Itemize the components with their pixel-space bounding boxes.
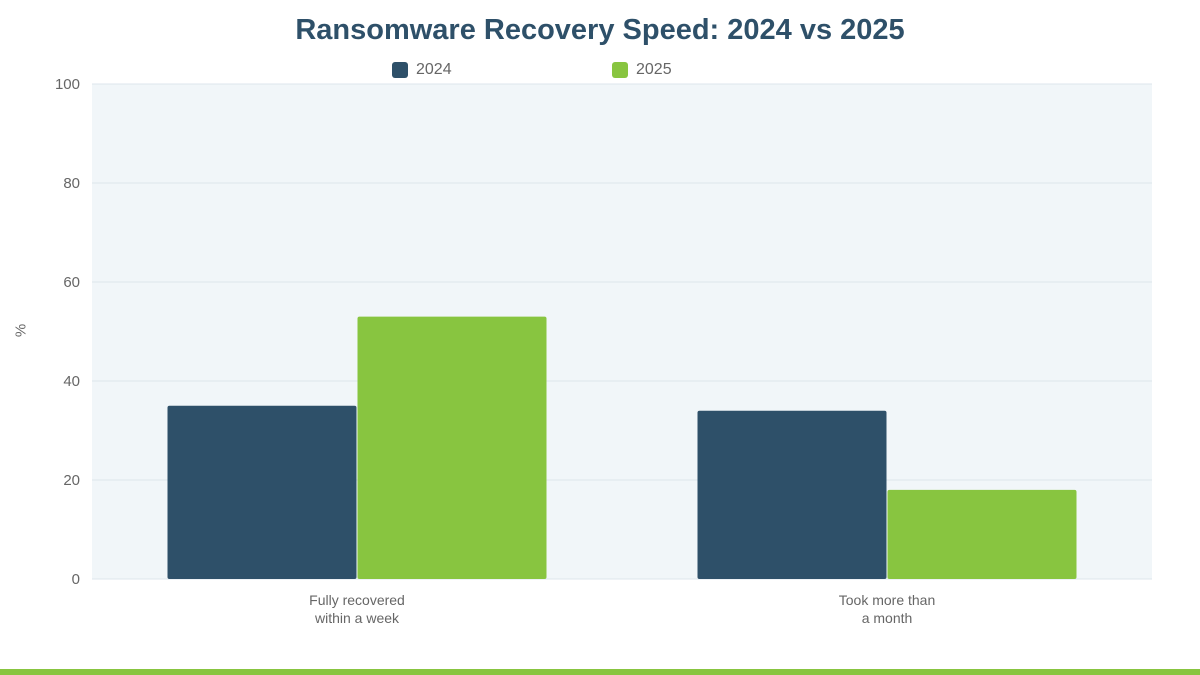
legend-item-2025: 2025 xyxy=(612,60,672,80)
y-tick-label: 20 xyxy=(63,472,80,489)
legend-swatch-2025 xyxy=(612,62,628,78)
x-category-label: a month xyxy=(862,610,913,626)
x-category-label: Took more than xyxy=(839,592,936,608)
bar-2025-1 xyxy=(887,489,1077,579)
y-tick-label: 60 xyxy=(63,274,80,291)
y-tick-label: 0 xyxy=(72,571,80,588)
chart-title: Ransomware Recovery Speed: 2024 vs 2025 xyxy=(295,14,905,46)
x-category-label: Fully recovered xyxy=(309,592,405,608)
bar-2025-0 xyxy=(357,316,547,579)
legend-label-2025: 2025 xyxy=(636,61,672,78)
legend-label-2024: 2024 xyxy=(416,61,452,78)
bottom-accent-bar xyxy=(0,669,1200,675)
y-tick-label: 80 xyxy=(63,175,80,192)
bar-2024-0 xyxy=(167,405,357,579)
legend-item-2024: 2024 xyxy=(392,60,452,80)
legend-swatch-2024 xyxy=(392,62,408,78)
y-tick-label: 40 xyxy=(63,373,80,390)
x-category-label: within a week xyxy=(314,610,400,626)
y-tick-label: 100 xyxy=(55,76,80,93)
bar-2024-1 xyxy=(697,410,887,579)
